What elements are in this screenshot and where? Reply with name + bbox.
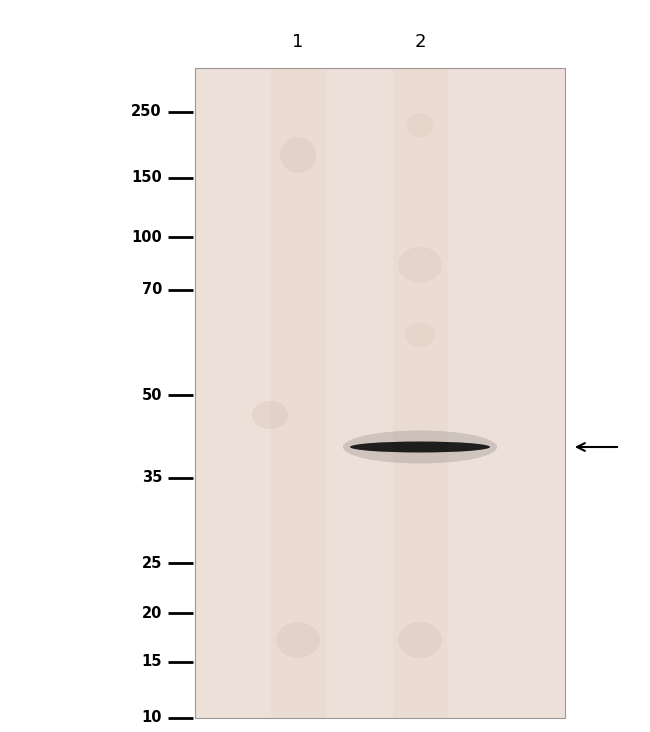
Ellipse shape [398, 247, 442, 283]
Text: 150: 150 [131, 171, 162, 185]
Bar [393, 68, 447, 718]
Text: 25: 25 [142, 556, 162, 570]
Text: 1: 1 [292, 33, 304, 51]
Text: 100: 100 [131, 230, 162, 244]
Text: 70: 70 [142, 283, 162, 297]
Ellipse shape [280, 137, 316, 173]
Bar [270, 68, 326, 718]
Text: 20: 20 [142, 605, 162, 621]
Text: 15: 15 [142, 654, 162, 670]
Ellipse shape [405, 323, 435, 347]
Bar [195, 68, 565, 718]
Ellipse shape [252, 401, 288, 429]
Ellipse shape [350, 441, 490, 452]
Text: 2: 2 [414, 33, 426, 51]
Text: 250: 250 [131, 105, 162, 119]
Text: 50: 50 [142, 387, 162, 403]
Text: 10: 10 [142, 711, 162, 725]
Ellipse shape [343, 430, 497, 463]
Text: 35: 35 [142, 471, 162, 485]
Ellipse shape [406, 113, 434, 137]
Ellipse shape [398, 622, 442, 658]
Ellipse shape [276, 622, 320, 658]
